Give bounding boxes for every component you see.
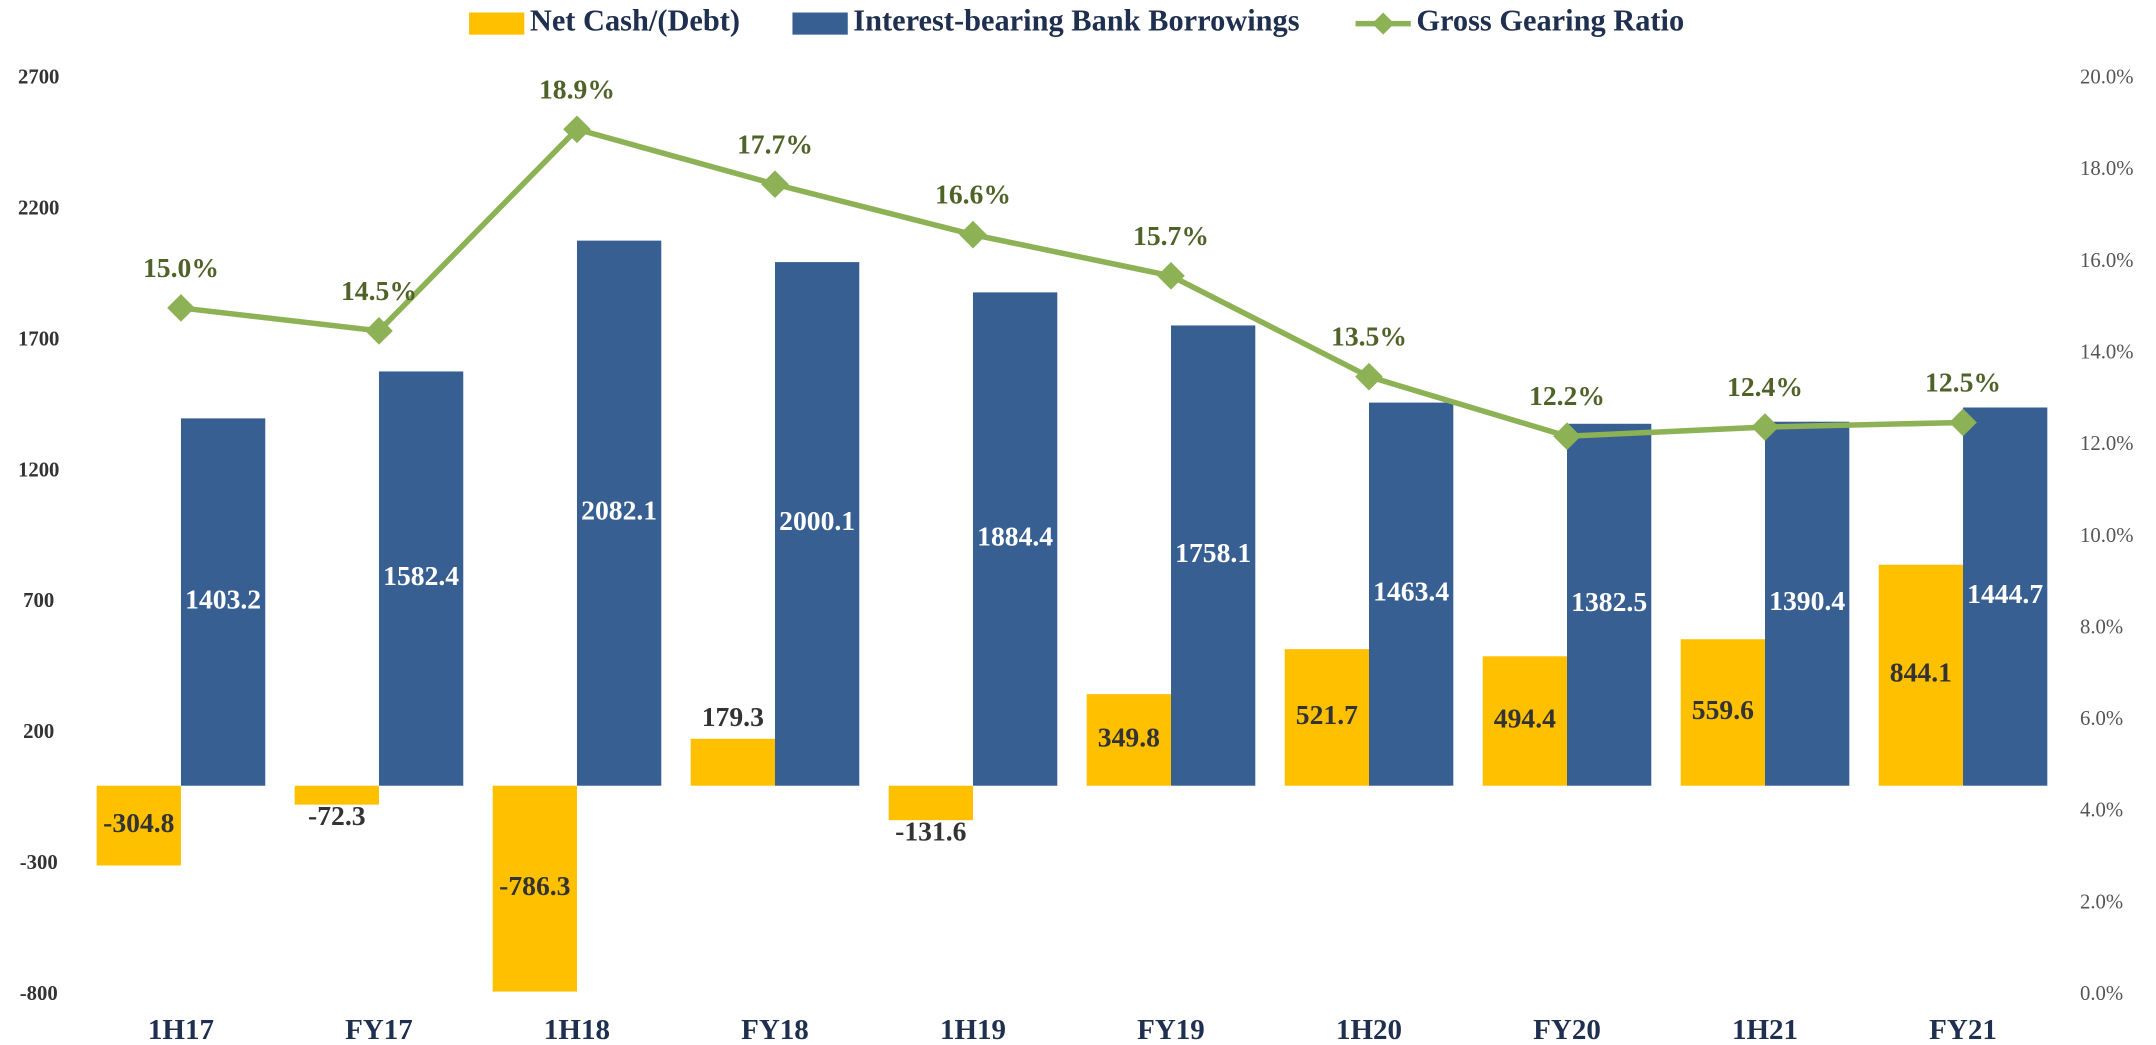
bar: [1765, 421, 1850, 786]
bar-value-label: -131.6: [895, 815, 966, 846]
x-tick-label: 1H17: [148, 1014, 214, 1045]
y2-tick-label: 0.0%: [2080, 983, 2123, 1005]
y2-tick-label: 20.0%: [2080, 67, 2134, 89]
bar: [1170, 325, 1256, 786]
bar: [774, 262, 860, 786]
bar-value-label: 844.1: [1890, 657, 1952, 688]
legend-label: Net Cash/(Debt): [530, 4, 740, 38]
x-tick-label: FY21: [1929, 1014, 1997, 1045]
bar-value-label: 1884.4: [977, 520, 1053, 551]
bar-value-label: 1758.1: [1175, 537, 1251, 568]
bar-value-label: 521.7: [1296, 699, 1358, 730]
bar-value-label: 1403.2: [185, 583, 261, 614]
line-value-label: 12.2%: [1529, 380, 1605, 411]
bar-value-label: 1463.4: [1373, 576, 1449, 607]
y2-tick-label: 14.0%: [2080, 342, 2134, 364]
bar: [96, 785, 181, 866]
legend-swatch: [469, 12, 525, 35]
x-tick-label: FY19: [1137, 1014, 1205, 1045]
bar: [180, 418, 266, 786]
x-tick-label: 1H18: [544, 1014, 610, 1045]
y-tick-label: 2700: [18, 67, 59, 89]
legend-swatch: [1372, 12, 1395, 35]
y2-tick-label: 8.0%: [2080, 616, 2123, 638]
y2-tick-label: 18.0%: [2080, 158, 2134, 180]
bar: [1482, 656, 1568, 786]
bar-value-label: 2082.1: [581, 495, 657, 526]
bar: [492, 785, 577, 992]
bar-value-label: 179.3: [702, 701, 764, 732]
marker: [1949, 408, 1977, 437]
bar-value-label: 349.8: [1098, 721, 1160, 752]
legend-label: Gross Gearing Ratio: [1416, 4, 1684, 38]
marker: [563, 115, 591, 144]
y-tick-label: 2200: [18, 198, 59, 220]
marker: [1355, 362, 1383, 391]
x-tick-label: 1H20: [1336, 1014, 1402, 1045]
bar: [294, 785, 379, 805]
bar: [1368, 402, 1454, 786]
bar: [1086, 694, 1171, 786]
y-tick-label: 1200: [18, 459, 59, 481]
bar: [576, 240, 662, 786]
line-value-label: 15.0%: [143, 252, 219, 283]
bar: [972, 292, 1058, 786]
line: [180, 126, 1964, 440]
x-tick-label: FY17: [345, 1014, 413, 1045]
line-value-label: 13.5%: [1331, 321, 1407, 352]
line-value-label: 15.7%: [1133, 220, 1209, 251]
bar-value-label: 1382.5: [1571, 586, 1647, 617]
bar: [1284, 649, 1369, 786]
y2-tick-label: 12.0%: [2080, 433, 2134, 455]
line-value-label: 18.9%: [539, 73, 615, 104]
bar-value-label: 559.6: [1692, 694, 1754, 725]
bar-value-label: 2000.1: [779, 505, 855, 536]
bar-value-label: -786.3: [499, 870, 570, 901]
line-value-label: 12.5%: [1925, 367, 2001, 398]
marker: [959, 220, 987, 249]
marker: [761, 170, 789, 199]
x-tick-label: FY18: [741, 1014, 809, 1045]
x-tick-label: 1H21: [1732, 1014, 1798, 1045]
marker: [1553, 422, 1581, 451]
y-tick-label: 700: [23, 590, 54, 612]
line-value-label: 16.6%: [935, 179, 1011, 210]
y-tick-label: -300: [20, 852, 58, 874]
bar-value-label: -72.3: [308, 800, 366, 831]
y2-tick-label: 4.0%: [2080, 800, 2123, 822]
bar: [1567, 423, 1652, 786]
legend-label: Interest-bearing Bank Borrowings: [853, 4, 1299, 38]
bar: [1963, 407, 2048, 786]
x-tick-label: FY20: [1533, 1014, 1601, 1045]
line-value-label: 14.5%: [341, 275, 417, 306]
line-value-label: 17.7%: [737, 128, 813, 159]
legend-swatch: [792, 12, 848, 35]
bar-value-label: 1390.4: [1769, 585, 1845, 616]
marker: [167, 294, 195, 322]
bar: [888, 785, 973, 821]
line-value-label: 12.4%: [1727, 371, 1803, 402]
bar: [1878, 564, 1964, 786]
y2-tick-label: 16.0%: [2080, 250, 2134, 272]
bar-value-label: 494.4: [1494, 702, 1556, 733]
bar-value-label: 1582.4: [383, 560, 459, 591]
bar: [690, 738, 775, 786]
y-tick-label: -800: [20, 983, 58, 1005]
bar: [1680, 639, 1766, 786]
marker: [1157, 262, 1185, 290]
y2-tick-label: 2.0%: [2080, 891, 2123, 913]
bar-value-label: -304.8: [103, 807, 174, 838]
y-tick-label: 200: [23, 721, 54, 743]
y-tick-label: 1700: [18, 328, 59, 350]
x-tick-label: 1H19: [940, 1014, 1006, 1045]
bar: [378, 371, 464, 786]
bar-value-label: 1444.7: [1967, 578, 2043, 609]
y2-tick-label: 6.0%: [2080, 708, 2123, 730]
y2-tick-label: 10.0%: [2080, 525, 2134, 547]
